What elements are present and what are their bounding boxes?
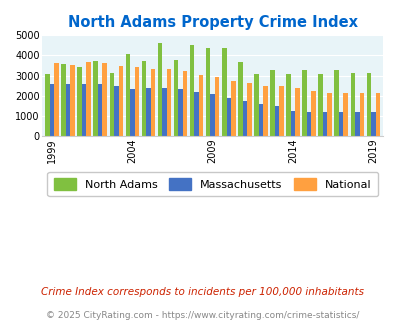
Bar [146,88,150,136]
Bar [50,84,54,136]
Bar [322,112,326,136]
Bar [198,75,203,136]
Bar [279,86,283,136]
Bar [118,66,123,136]
Bar [114,86,118,136]
Bar [366,73,370,136]
Bar [262,85,267,136]
Bar [93,61,98,136]
Bar [311,91,315,136]
Bar [130,88,134,136]
Bar [254,74,258,136]
Bar [214,77,219,136]
Bar [150,69,155,136]
Bar [77,68,82,136]
Bar [102,63,107,136]
Bar [210,94,214,136]
Bar [370,112,375,136]
Bar [230,81,235,136]
Bar [290,111,294,136]
Bar [205,49,210,136]
Legend: North Adams, Massachusetts, National: North Adams, Massachusetts, National [47,172,377,196]
Bar [318,74,322,136]
Bar [306,112,311,136]
Bar [270,70,274,136]
Bar [354,112,359,136]
Bar [178,89,182,136]
Bar [247,83,251,136]
Bar [286,74,290,136]
Text: © 2025 CityRating.com - https://www.cityrating.com/crime-statistics/: © 2025 CityRating.com - https://www.city… [46,311,359,320]
Bar [162,87,166,136]
Bar [166,69,171,136]
Bar [294,88,299,136]
Bar [66,83,70,136]
Bar [109,73,114,136]
Bar [70,65,75,136]
Bar [173,60,178,136]
Bar [242,101,247,136]
Bar [134,67,139,136]
Bar [258,105,262,136]
Bar [375,93,379,136]
Bar [237,62,242,136]
Bar [226,98,230,136]
Bar [338,112,343,136]
Text: Crime Index corresponds to incidents per 100,000 inhabitants: Crime Index corresponds to incidents per… [41,287,364,297]
Bar [194,92,198,136]
Bar [61,64,66,136]
Bar [86,62,91,136]
Bar [190,45,194,136]
Bar [158,43,162,136]
Bar [222,48,226,136]
Bar [45,74,50,136]
Bar [326,93,331,136]
Bar [350,73,354,136]
Bar [141,61,146,136]
Bar [343,93,347,136]
Bar [98,84,102,136]
Bar [334,70,338,136]
Bar [82,83,86,136]
Bar [274,107,279,136]
Bar [125,54,130,136]
Bar [302,70,306,136]
Bar [182,71,187,136]
Bar [359,93,363,136]
Title: North Adams Property Crime Index: North Adams Property Crime Index [68,15,357,30]
Bar [54,63,59,136]
